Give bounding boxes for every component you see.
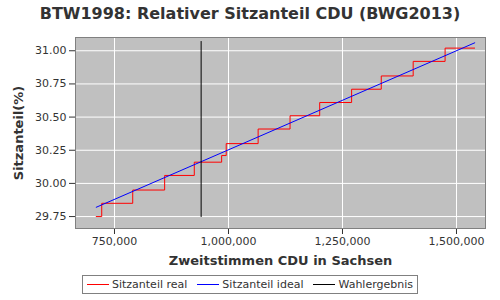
svg-text:31.00: 31.00 (35, 44, 67, 57)
svg-text:750,000: 750,000 (92, 235, 137, 248)
svg-text:1,250,000: 1,250,000 (315, 235, 371, 248)
html-text:Sitzanteil ideal: Sitzanteil ideal (222, 278, 304, 291)
html-text:Wahlergebnis: Wahlergebnis (338, 278, 413, 291)
svg-text:30.50: 30.50 (35, 111, 67, 124)
html-text:Sitzanteil real: Sitzanteil real (112, 278, 188, 291)
svg-text:30.75: 30.75 (35, 77, 67, 90)
svg-text:1,500,000: 1,500,000 (429, 235, 485, 248)
svg-text:30.25: 30.25 (35, 144, 67, 157)
svg-text:29.75: 29.75 (35, 210, 67, 223)
svg-text:Sitzanteil(%): Sitzanteil(%) (11, 86, 26, 180)
svg-text:30.00: 30.00 (35, 177, 67, 190)
svg-text:Zweitstimmen CDU in Sachsen: Zweitstimmen CDU in Sachsen (169, 253, 393, 268)
html-text:BTW1998: Relativer Sitzanteil: BTW1998: Relativer Sitzanteil CDU (BWG20… (39, 4, 461, 23)
svg-text:1,000,000: 1,000,000 (200, 235, 256, 248)
